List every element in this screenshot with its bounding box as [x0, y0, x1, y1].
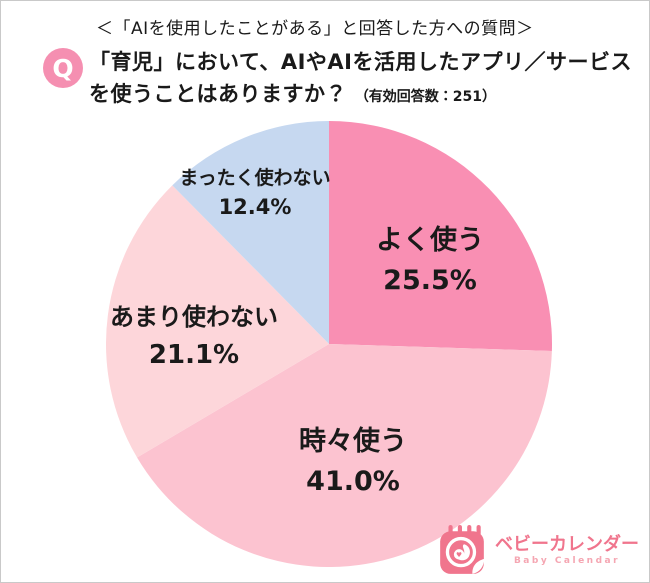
question-title-line2-text: を使うことはありますか？	[89, 82, 347, 106]
baby-calendar-subtitle: Baby Calendar	[513, 556, 621, 567]
pie-slice-2	[106, 185, 329, 458]
baby-calendar-icon: ♥	[440, 525, 485, 574]
pie-label-never-text: まったく使わない	[179, 167, 331, 189]
baby-calendar-logo: ♥ ベビーカレンダー Baby Calendar	[437, 524, 639, 576]
pie-label-often-text: よく使う	[376, 225, 484, 256]
pie-label-often: よく使う 25.5%	[376, 223, 484, 298]
pie-label-sometimes-percent: 41.0%	[306, 465, 400, 497]
question-badge: Q	[43, 48, 83, 88]
pie-slice-3	[172, 121, 329, 344]
svg-text:♥: ♥	[456, 551, 462, 559]
pie-label-rarely: あまり使わない 21.1%	[110, 302, 278, 372]
pie-label-rarely-percent: 21.1%	[148, 339, 240, 370]
pie-label-often-percent: 25.5%	[383, 264, 477, 296]
baby-calendar-name: ベビーカレンダー	[495, 533, 639, 555]
pie-label-never-percent: 12.4%	[218, 195, 292, 220]
context-line: ＜「AIを使用したことがある」と回答した方への質問＞	[96, 19, 534, 39]
pie-slice-0	[329, 121, 552, 351]
question-title-line2: を使うことはありますか？ （有効回答数：251）	[89, 78, 496, 108]
pie-chart	[106, 121, 552, 567]
baby-calendar-wordmark: ベビーカレンダー Baby Calendar	[495, 534, 639, 567]
pie-label-sometimes-text: 時々使う	[299, 426, 407, 457]
pie-label-sometimes: 時々使う 41.0%	[299, 424, 407, 499]
pie-label-rarely-text: あまり使わない	[110, 303, 278, 331]
question-title-line1: 「育児」において、AIやAIを活用したアプリ／サービス	[89, 50, 632, 74]
pie-label-never: まったく使わない 12.4%	[179, 166, 330, 222]
question-badge-letter: Q	[52, 53, 74, 83]
valid-responses-note: （有効回答数：251）	[354, 89, 497, 105]
pie-slice-1	[137, 344, 552, 567]
